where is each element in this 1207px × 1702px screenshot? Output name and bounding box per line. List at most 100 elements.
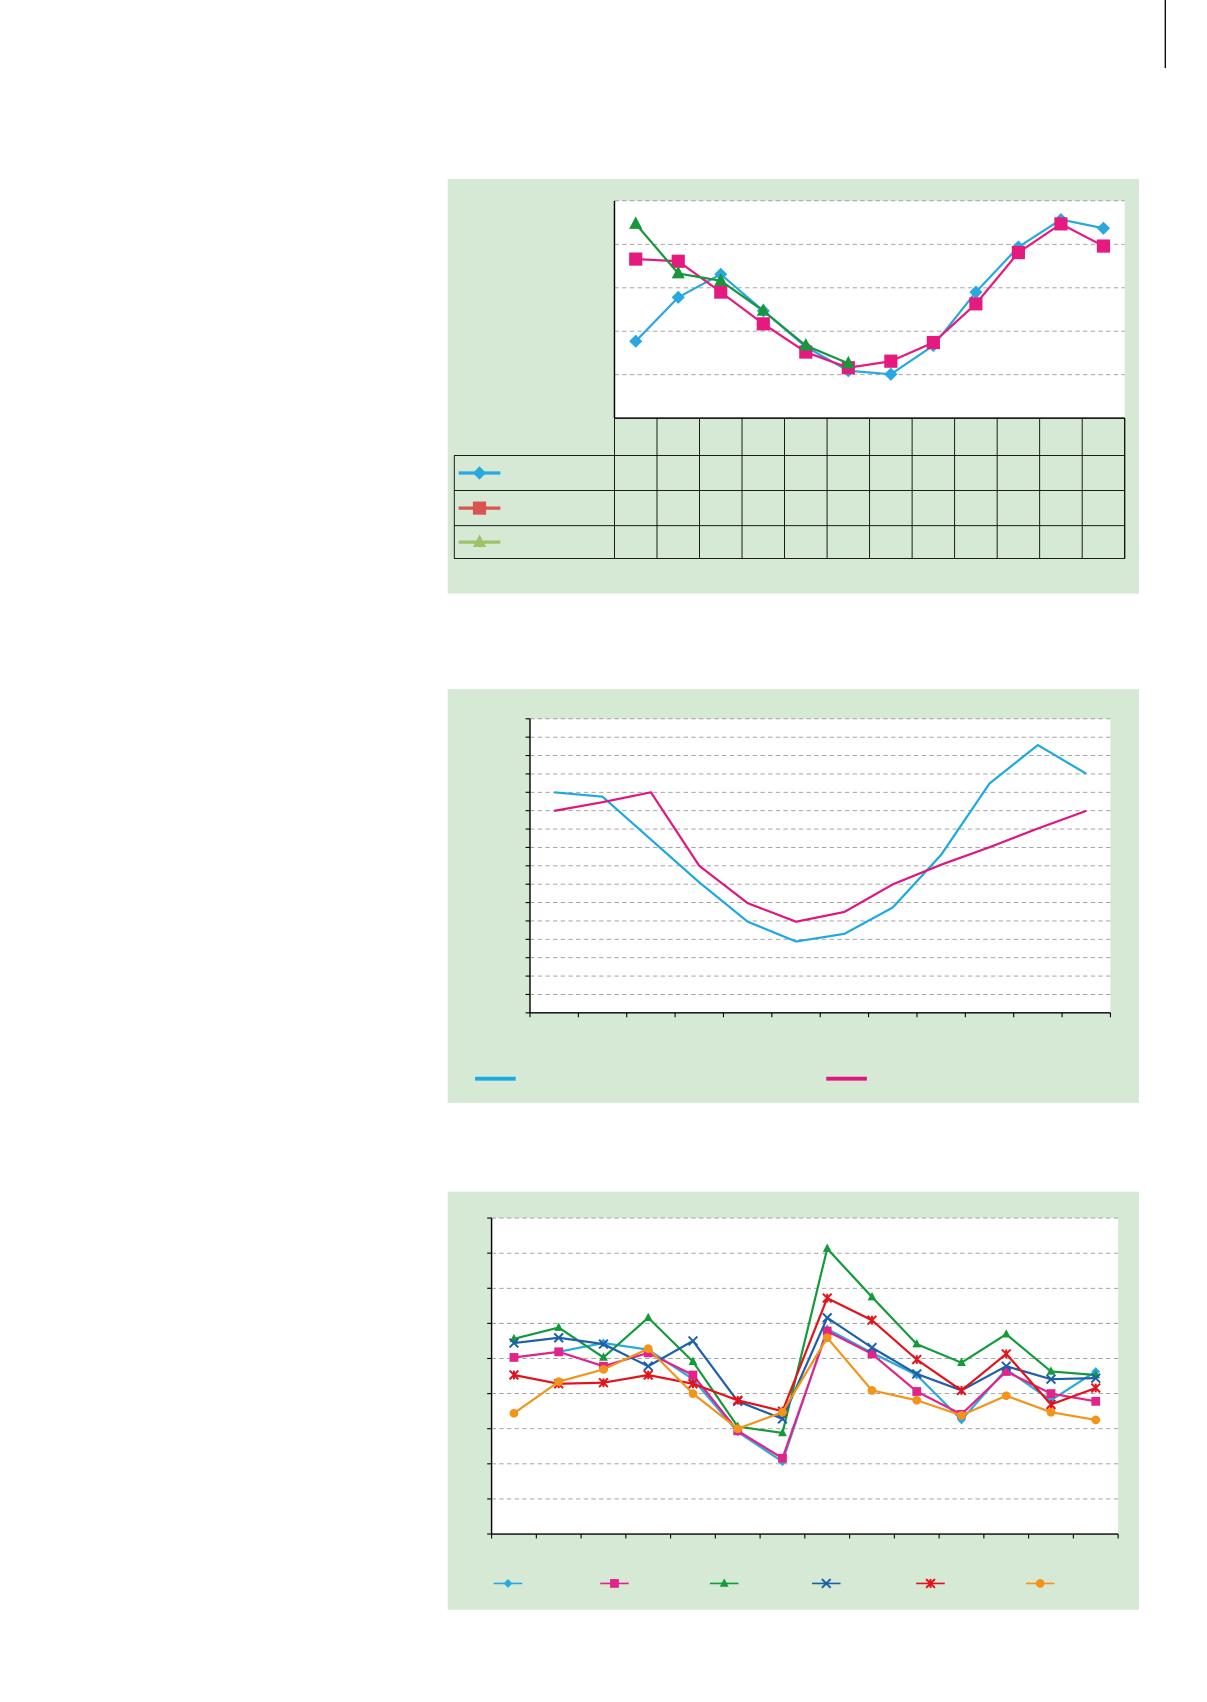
data-point — [688, 1356, 698, 1365]
legend-marker — [821, 1578, 832, 1589]
data-point — [799, 337, 813, 351]
legend-marker — [1035, 1579, 1045, 1588]
data-point — [553, 1332, 564, 1343]
data-point — [687, 1335, 699, 1347]
series-line — [513, 1316, 1096, 1421]
data-point — [957, 1357, 966, 1366]
series-line — [553, 791, 1087, 923]
data-point — [867, 1386, 877, 1395]
data-point — [554, 1377, 564, 1387]
data-point — [643, 1369, 654, 1381]
data-point — [822, 1326, 832, 1336]
legend-marker — [925, 1578, 936, 1589]
data-point — [1090, 1382, 1101, 1394]
data-point — [1011, 245, 1025, 260]
data-point — [732, 1395, 743, 1406]
data-point — [778, 1453, 787, 1463]
plot-area — [529, 718, 1111, 1013]
series-line — [635, 222, 1104, 369]
data-point — [912, 1387, 922, 1396]
data-point — [969, 285, 983, 299]
legend-marker — [610, 1579, 619, 1588]
series-line — [513, 1335, 1096, 1430]
data-point — [733, 1424, 743, 1434]
data-point — [554, 1322, 564, 1331]
data-point — [1001, 1361, 1012, 1372]
series-line — [634, 223, 849, 365]
data-point — [554, 1347, 564, 1357]
data-point — [778, 1427, 787, 1437]
data-point — [1046, 1389, 1056, 1398]
data-point — [509, 1353, 519, 1362]
data-point — [867, 1349, 877, 1359]
data-point — [822, 1312, 833, 1323]
legend-marker — [503, 1579, 513, 1588]
data-point — [688, 1370, 698, 1380]
data-point — [671, 290, 685, 304]
data-point — [508, 1337, 520, 1349]
data-point — [841, 355, 855, 369]
data-point — [508, 1369, 520, 1381]
data-point — [643, 1361, 654, 1372]
data-point — [957, 1410, 966, 1420]
data-point — [509, 1408, 519, 1418]
data-point — [629, 334, 643, 348]
data-point — [687, 1378, 699, 1389]
data-point — [969, 297, 983, 311]
data-point — [884, 354, 898, 368]
data-point — [1096, 221, 1111, 235]
data-point — [926, 335, 940, 350]
data-point — [671, 265, 685, 279]
series-line — [513, 1246, 1096, 1435]
data-point — [822, 1333, 832, 1343]
data-point — [1096, 239, 1111, 253]
data-point — [1090, 1373, 1101, 1384]
data-point — [756, 303, 770, 316]
data-point — [1054, 217, 1068, 231]
data-point — [912, 1339, 922, 1348]
data-point — [629, 252, 643, 266]
data-point — [1045, 1399, 1057, 1410]
legend-marker — [719, 1578, 729, 1587]
data-point — [671, 254, 685, 268]
series-line — [554, 743, 1087, 943]
data-point — [599, 1352, 608, 1361]
data-point — [867, 1291, 877, 1301]
data-point — [866, 1342, 878, 1353]
data-point — [598, 1339, 609, 1350]
data-point — [1001, 1329, 1011, 1338]
data-point — [777, 1413, 788, 1424]
series-line — [513, 1329, 1096, 1460]
data-point — [911, 1368, 922, 1380]
data-point — [1046, 1407, 1056, 1417]
data-point — [778, 1407, 787, 1417]
data-point — [1091, 1396, 1101, 1406]
data-point — [1001, 1348, 1012, 1360]
data-point — [822, 1293, 833, 1304]
series-line — [513, 1296, 1097, 1413]
data-point — [1045, 1374, 1057, 1385]
legend-marker — [472, 534, 487, 548]
data-point — [1091, 1415, 1101, 1425]
data-point — [688, 1389, 698, 1398]
data-point — [598, 1377, 609, 1388]
data-point — [1001, 1367, 1011, 1376]
data-point — [884, 367, 898, 381]
data-point — [866, 1315, 878, 1326]
data-point — [912, 1395, 922, 1405]
data-point — [599, 1364, 608, 1374]
data-point — [643, 1312, 653, 1322]
data-point — [956, 1385, 967, 1396]
legend-marker — [472, 501, 487, 515]
data-point — [911, 1354, 922, 1365]
data-point — [643, 1344, 653, 1354]
data-point — [714, 273, 728, 286]
data-point — [629, 216, 643, 229]
data-point — [714, 285, 728, 299]
data-point — [756, 317, 770, 331]
data-point — [1001, 1391, 1011, 1401]
data-point — [822, 1243, 832, 1252]
series-line — [634, 218, 1104, 376]
